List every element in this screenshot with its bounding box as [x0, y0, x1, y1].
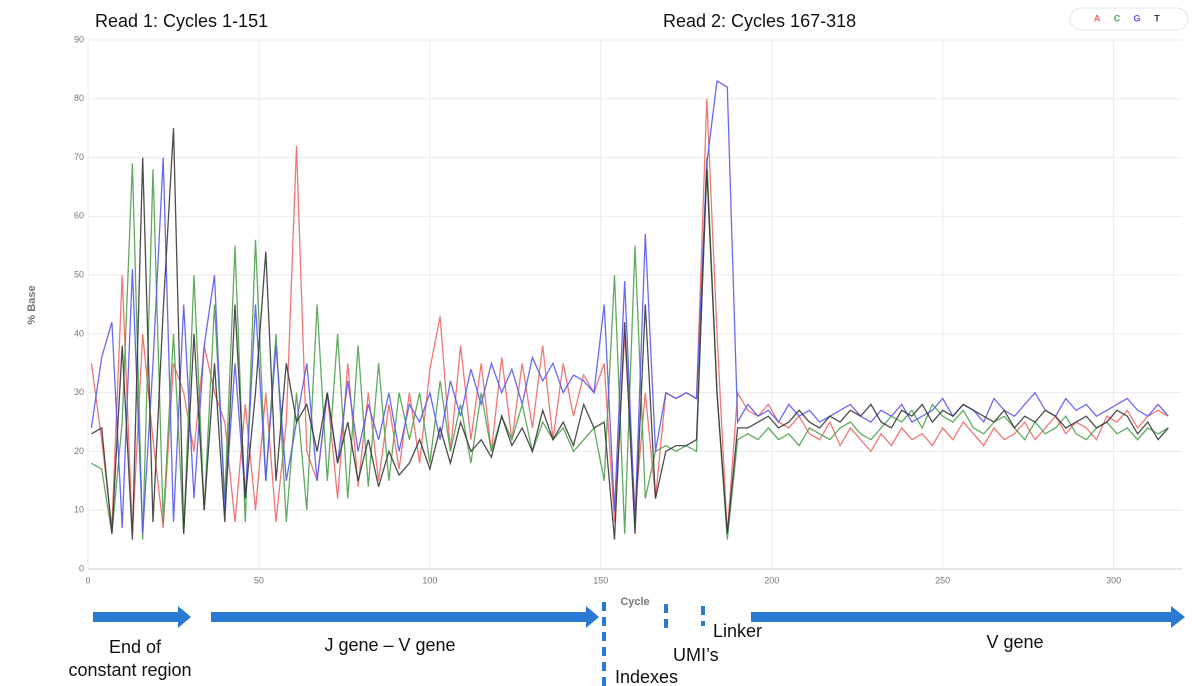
series-line: [91, 128, 1169, 540]
y-axis-label: % Base: [26, 285, 38, 324]
x-tick-label: 300: [1106, 575, 1121, 585]
y-tick-label: 80: [74, 93, 84, 103]
region-label: constant region: [68, 660, 191, 680]
x-tick-label: 150: [593, 575, 608, 585]
y-tick-label: 30: [74, 387, 84, 397]
arrow: [211, 606, 599, 628]
annotation: Read 1: Cycles 1-151: [95, 11, 268, 31]
y-tick-label: 20: [74, 446, 84, 456]
region-label: UMI’s: [673, 645, 719, 665]
y-tick-label: 70: [74, 152, 84, 162]
y-tick-label: 10: [74, 505, 84, 515]
y-tick-label: 0: [79, 563, 84, 573]
arrow: [751, 606, 1185, 628]
x-tick-label: 50: [254, 575, 264, 585]
region-label: End of: [109, 637, 162, 657]
x-tick-label: 250: [935, 575, 950, 585]
region-arrows: [93, 606, 1185, 628]
annotation: Read 2: Cycles 167-318: [663, 11, 856, 31]
x-tick-label: 200: [764, 575, 779, 585]
x-tick-label: 0: [85, 575, 90, 585]
legend-box: [1069, 7, 1189, 31]
y-tick-label: 90: [74, 34, 84, 44]
y-tick-label: 60: [74, 211, 84, 221]
region-label: V gene: [986, 632, 1043, 652]
region-label: J gene – V gene: [324, 635, 455, 655]
series-line: [90, 80, 1169, 534]
x-axis-label: Cycle: [620, 596, 649, 608]
region-label: Linker: [713, 621, 762, 641]
arrow: [93, 606, 191, 628]
plot-layer: 0 10 20 30 40 50 60 70 80 90 0 50 100 150 200 250 300: [74, 34, 1182, 585]
legend-entry: C: [1114, 13, 1121, 23]
region-label: Indexes: [615, 667, 678, 686]
legend-entry: G: [1133, 13, 1140, 23]
legend-entry: A: [1094, 13, 1101, 23]
x-tick-label: 100: [422, 575, 437, 585]
y-tick-label: 50: [74, 269, 84, 279]
legend-entry: T: [1154, 13, 1160, 23]
y-tick-label: 40: [74, 328, 84, 338]
region-markers: [602, 602, 705, 686]
